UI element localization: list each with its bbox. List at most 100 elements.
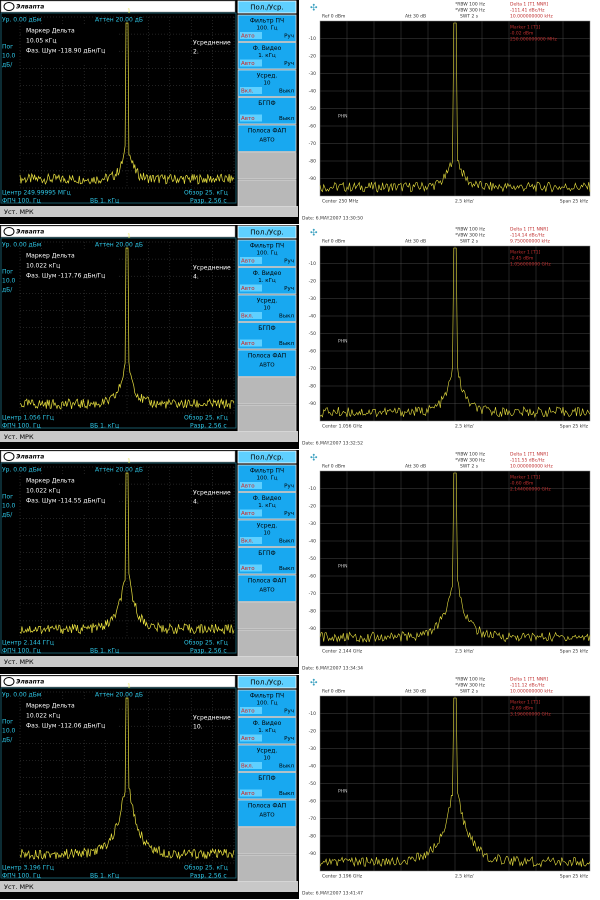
softkey-option: Вкл. (241, 539, 254, 545)
softkey-title: Полоса ФАП (248, 353, 286, 360)
y-label: -40 (309, 539, 316, 545)
softkey[interactable] (237, 377, 297, 405)
y-label: -60 (309, 124, 316, 130)
softkey-option: Авто (241, 259, 255, 265)
softkey-highlight (240, 59, 262, 67)
softkey-option: Выкл (279, 539, 294, 545)
y-label: -90 (309, 176, 316, 182)
softkey-title: Полоса ФАП (248, 128, 286, 135)
softkey-title: Фильтр ПЧ (250, 693, 284, 700)
marker-title: Маркер Дельта (26, 703, 75, 710)
softkey-value: 100. Гц (256, 701, 277, 707)
logo-icon (3, 452, 15, 461)
softkey-value: АВТО (259, 363, 275, 369)
softkey-highlight (240, 32, 262, 39)
marker-frequency: 1.056000000 GHz (510, 262, 551, 268)
phase-noise: Фаз. Шум -112.06 дБн/Гц (26, 723, 105, 730)
ref-level: Ref 0 dBm (322, 689, 345, 695)
softkey-title: Полоса ФАП (248, 578, 286, 585)
status-text: Уст. МРК (4, 658, 34, 666)
softkey-option: Руч (284, 736, 294, 742)
softkey[interactable] (237, 404, 297, 432)
y-label: -10 (309, 261, 316, 267)
softkey[interactable] (237, 629, 297, 657)
phn-label: PHN (338, 339, 347, 345)
delta-title: Delta 1 [T1 NNR] (510, 2, 548, 8)
title-bar (0, 225, 236, 238)
logo: Элвапта (16, 4, 44, 11)
softkey[interactable] (237, 602, 297, 630)
marker-box (22, 25, 118, 63)
delta-offset: 9.750000000 kHz (510, 239, 550, 245)
span: Обзор 25. кГц (184, 865, 228, 872)
mode-button[interactable] (237, 225, 297, 239)
softkey-value: АВТО (259, 138, 275, 144)
scale-label: 10.0 (2, 503, 16, 510)
rbw: *RBW 100 Hz (455, 227, 486, 233)
title-bar (0, 450, 236, 463)
delta-title: Delta 1 [T1 NNR] (510, 227, 548, 233)
marker-offset: 10.022 кГц (26, 488, 60, 495)
mode-button-label: Пол./Уср. (250, 454, 283, 462)
vbw: ВБ 1. кГц (90, 648, 119, 655)
softkey[interactable] (237, 854, 297, 882)
softkey-title: Фильтр ПЧ (250, 243, 284, 250)
mode-button[interactable] (237, 450, 297, 464)
sweep-time: SWT 2 s (460, 14, 479, 20)
span: Обзор 25. кГц (184, 415, 228, 422)
span: Span 25 kHz (560, 649, 589, 655)
mode-button[interactable] (237, 0, 297, 14)
softkey-option: Руч (284, 61, 294, 67)
rbw: *RBW 100 Hz (455, 2, 486, 8)
softkey[interactable] (237, 349, 297, 377)
y-label: -90 (309, 626, 316, 632)
marker-title: Marker 1 [T1] (510, 475, 541, 481)
softkey[interactable] (237, 827, 297, 855)
spectrum-trace (319, 22, 591, 193)
center-frequency: Центр 3.196 ГГц (2, 865, 54, 872)
division: 2.5 kHz/ (455, 874, 474, 880)
instrument-icon: ✣ (310, 4, 318, 14)
softkey[interactable] (237, 519, 297, 547)
softkey-highlight (240, 564, 262, 572)
average-count: 2. (193, 49, 199, 56)
marker-symbol: 1 (127, 9, 130, 15)
marker-level: -0.02 dBm (510, 31, 533, 37)
scale-label: 10.0 (2, 728, 16, 735)
softkey-option: Руч (284, 709, 294, 715)
softkey-option: Руч (284, 484, 294, 490)
sweep-time: Разр. 2.56 с (190, 873, 227, 880)
title-bar (0, 0, 236, 13)
logo: Элвапта (16, 229, 44, 236)
attenuation: Att 30 dB (405, 239, 426, 245)
softkey-value: 100. Гц (256, 26, 277, 32)
softkey[interactable] (237, 574, 297, 602)
logo-icon (3, 2, 15, 11)
mode-button[interactable] (237, 675, 297, 689)
sweep-time: SWT 2 s (460, 689, 479, 695)
y-label: -40 (309, 89, 316, 95)
softkey[interactable] (237, 152, 297, 180)
softkey-highlight (240, 762, 262, 769)
rbw: ФПЧ 100. Гц (2, 198, 41, 205)
attenuation: Аттен 20.00 дБ (95, 17, 143, 24)
softkey[interactable] (237, 179, 297, 207)
center-frequency: Center 250 MHz (322, 199, 359, 205)
softkey-option: Авто (241, 791, 255, 797)
date: Date: 6.MAY.2007 13:30:50 (302, 216, 363, 222)
softkey-title: Усред. (257, 748, 278, 755)
scale-label: дБ/ (2, 737, 13, 744)
softkey-title: БГПФ (258, 550, 275, 557)
softkey[interactable] (237, 799, 297, 827)
logo-icon (3, 677, 15, 686)
mode-button-label: Пол./Уср. (250, 229, 283, 237)
softkey-value: 1. кГц (258, 503, 276, 509)
scale-label: Пог (2, 719, 13, 726)
average-count: 4. (193, 274, 199, 281)
softkey-title: Фильтр ПЧ (250, 18, 284, 25)
softkey[interactable] (237, 124, 297, 152)
status-bar (0, 206, 298, 217)
logo: Элвапта (16, 454, 44, 461)
marker-box (22, 700, 118, 738)
scale-label: дБ/ (2, 62, 13, 69)
